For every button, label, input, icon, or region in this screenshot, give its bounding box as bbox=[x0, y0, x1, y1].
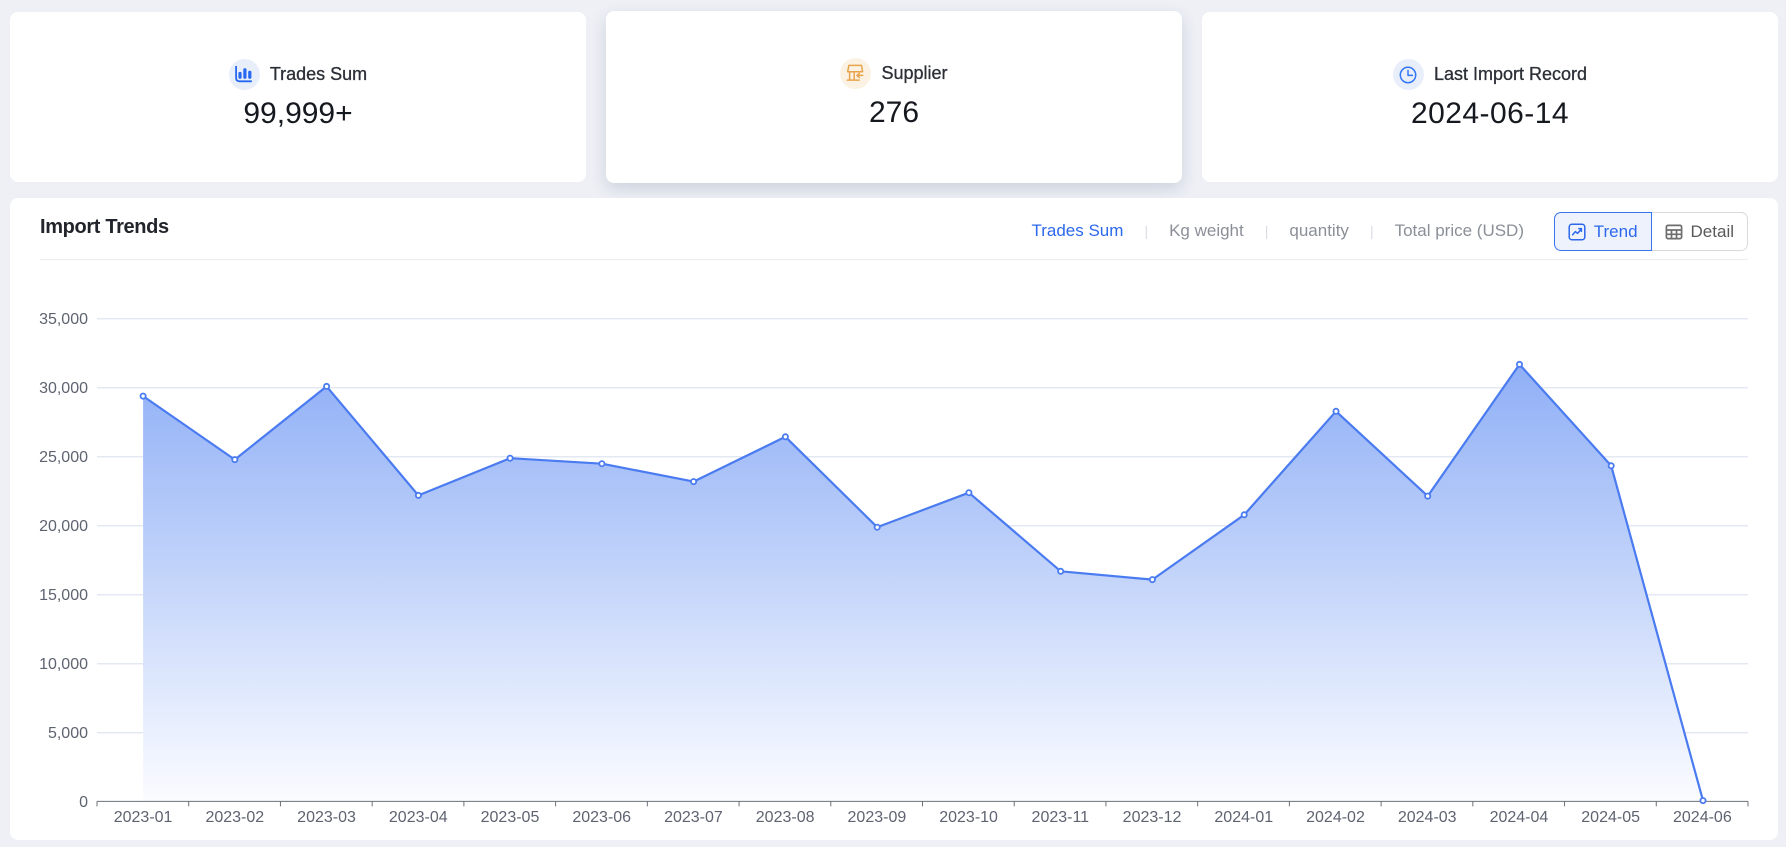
svg-text:20,000: 20,000 bbox=[39, 518, 88, 535]
svg-text:2024-04: 2024-04 bbox=[1490, 809, 1549, 826]
svg-text:2024-01: 2024-01 bbox=[1214, 809, 1273, 826]
svg-text:2023-04: 2023-04 bbox=[389, 809, 448, 826]
svg-text:2024-06: 2024-06 bbox=[1673, 809, 1732, 826]
svg-text:2023-10: 2023-10 bbox=[939, 809, 998, 826]
svg-text:2024-02: 2024-02 bbox=[1306, 809, 1365, 826]
svg-text:30,000: 30,000 bbox=[39, 380, 88, 397]
svg-text:2023-09: 2023-09 bbox=[848, 809, 907, 826]
svg-text:2023-03: 2023-03 bbox=[297, 809, 356, 826]
svg-text:15,000: 15,000 bbox=[39, 587, 88, 604]
svg-text:2023-07: 2023-07 bbox=[664, 809, 723, 826]
svg-text:2023-02: 2023-02 bbox=[205, 809, 264, 826]
svg-text:2023-11: 2023-11 bbox=[1032, 809, 1090, 826]
svg-text:2024-03: 2024-03 bbox=[1398, 809, 1457, 826]
svg-text:10,000: 10,000 bbox=[39, 656, 88, 673]
svg-text:2023-08: 2023-08 bbox=[756, 809, 815, 826]
svg-text:0: 0 bbox=[79, 794, 88, 811]
svg-text:35,000: 35,000 bbox=[39, 311, 88, 328]
svg-text:2023-06: 2023-06 bbox=[572, 809, 631, 826]
svg-text:5,000: 5,000 bbox=[48, 725, 88, 742]
svg-text:2023-05: 2023-05 bbox=[481, 809, 540, 826]
svg-text:25,000: 25,000 bbox=[39, 449, 88, 466]
svg-text:2023-12: 2023-12 bbox=[1123, 809, 1182, 826]
svg-text:2023-01: 2023-01 bbox=[114, 809, 173, 826]
svg-text:2024-05: 2024-05 bbox=[1581, 809, 1640, 826]
